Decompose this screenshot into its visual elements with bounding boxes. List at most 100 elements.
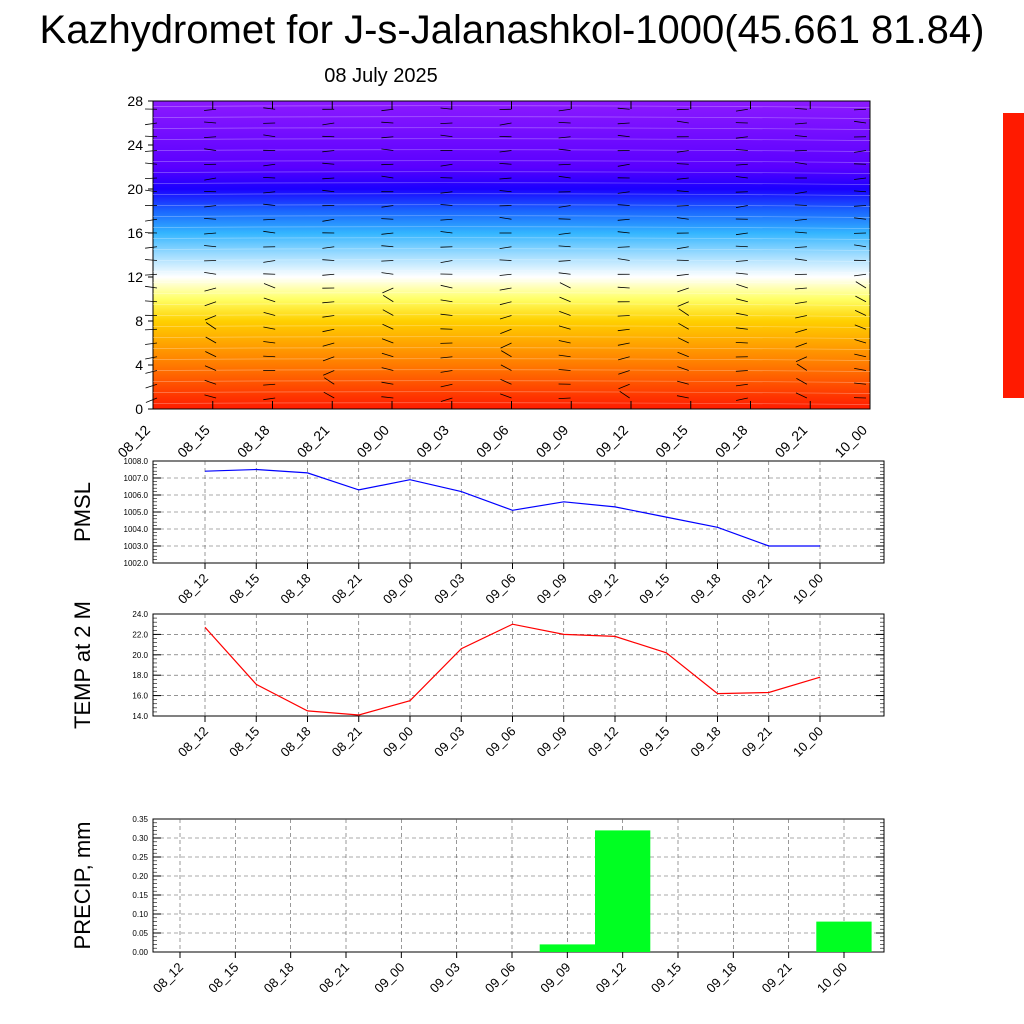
y-tick-label: 1005.0 — [124, 508, 149, 517]
wind-barb — [735, 370, 748, 372]
y-tick-label: 1003.0 — [124, 542, 149, 551]
wind-barb — [322, 150, 335, 153]
wind-barb — [558, 369, 571, 371]
wind-barb — [677, 301, 689, 307]
y-tick-label: 0.15 — [132, 891, 148, 900]
wind-barb — [735, 260, 748, 262]
x-tick-label: 09_00 — [380, 724, 416, 760]
wind-barb — [736, 283, 748, 289]
wind-barb — [854, 368, 867, 371]
wind-barb — [854, 244, 867, 248]
wind-barb — [795, 162, 807, 165]
contour-line — [152, 303, 871, 306]
wind-barb — [381, 367, 394, 371]
x-tick-label: 09_21 — [739, 724, 775, 760]
wind-barb — [263, 383, 276, 386]
wind-barb — [204, 272, 217, 275]
wind-barb — [145, 162, 158, 165]
wind-barb — [559, 296, 571, 303]
x-tick-label: 09_06 — [482, 960, 518, 996]
wind-barb — [440, 284, 453, 289]
y-tick-label: 1006.0 — [124, 491, 149, 500]
x-tick-label: 08_15 — [174, 422, 213, 461]
wind-barb — [559, 282, 571, 289]
wind-barb — [381, 352, 394, 358]
pmsl-panel: 1002.0 1003.0 1004.0 1005.0 1006.0 1007.0 1008… — [70, 457, 885, 607]
precip-panel: 0.00 0.05 0.10 0.15 0.20 0.25 0.30 0.35 08_12 08_… — [70, 815, 885, 996]
wind-barb — [145, 122, 158, 126]
wind-barb — [795, 328, 808, 333]
wind-barb — [558, 163, 571, 166]
wind-barb — [323, 377, 335, 385]
wind-barb — [499, 217, 512, 220]
wind-barb — [558, 122, 571, 124]
wind-barb — [205, 351, 217, 358]
y-tick-label: 20 — [127, 181, 143, 197]
wind-barb — [144, 259, 158, 261]
wind-barb — [440, 204, 453, 206]
x-tick-label: 08_18 — [234, 422, 273, 461]
wind-barb — [735, 163, 748, 166]
wind-barb — [263, 397, 276, 401]
contour-line — [152, 314, 871, 317]
x-tick-label: 09_06 — [473, 422, 512, 461]
x-tick-label: 09_12 — [592, 422, 631, 461]
contour-line — [152, 380, 871, 383]
x-tick-label: 08_21 — [294, 422, 333, 461]
wind-barb — [145, 285, 158, 289]
x-tick-label: 09_03 — [431, 571, 467, 607]
x-tick-label: 09_00 — [380, 571, 416, 607]
wind-barb — [677, 351, 689, 358]
y-axis-label: PMSL — [70, 482, 95, 542]
bar — [539, 944, 595, 952]
wind-barb — [558, 340, 571, 344]
contour-line — [152, 204, 871, 207]
contour-line — [152, 193, 871, 196]
wind-barb — [735, 327, 748, 330]
wind-barb — [558, 397, 571, 399]
wind-barb — [677, 287, 689, 293]
wind-barb — [795, 342, 808, 348]
wind-barb — [322, 328, 335, 333]
wind-barb — [382, 295, 394, 303]
wind-barb — [795, 315, 808, 319]
wind-barb — [322, 218, 335, 222]
wind-barb — [794, 218, 807, 221]
wind-barb — [263, 355, 276, 358]
wind-barb — [617, 218, 630, 221]
x-tick-label: 09_18 — [687, 724, 723, 760]
wind-barb — [617, 246, 630, 248]
wind-barb — [735, 245, 748, 248]
contour-line — [152, 215, 871, 218]
x-tick-label: 09_18 — [703, 960, 739, 996]
wind-barb — [854, 310, 867, 316]
x-tick-label: 09_06 — [482, 571, 518, 607]
wind-barb — [381, 205, 394, 208]
y-tick-label: 0.10 — [132, 910, 148, 919]
wind-barb — [558, 245, 571, 248]
wind-barb — [263, 230, 276, 234]
contour-line — [152, 281, 871, 284]
wind-barb — [144, 135, 158, 138]
wind-barb — [499, 259, 512, 261]
wind-barb — [499, 177, 512, 180]
wind-barb — [440, 397, 453, 402]
wind-barb — [205, 336, 217, 344]
x-tick-label: 09_09 — [534, 724, 570, 760]
wind-barb — [263, 283, 276, 289]
wind-barb — [499, 273, 512, 276]
wind-barb — [145, 342, 158, 345]
wind-barb — [499, 301, 512, 306]
wind-barb — [381, 338, 394, 344]
x-tick-label: 09_09 — [537, 960, 573, 996]
wind-barb — [322, 356, 335, 362]
contour-line — [152, 182, 871, 185]
wind-barb — [263, 163, 276, 167]
wind-barb — [204, 121, 217, 124]
wind-barb — [144, 300, 158, 303]
y-tick-label: 0 — [135, 401, 143, 417]
chart-title: Kazhydromet for J-s-Jalanashkol-1000(45.… — [39, 8, 985, 52]
wind-barb — [440, 260, 453, 263]
wind-barb — [382, 309, 394, 316]
